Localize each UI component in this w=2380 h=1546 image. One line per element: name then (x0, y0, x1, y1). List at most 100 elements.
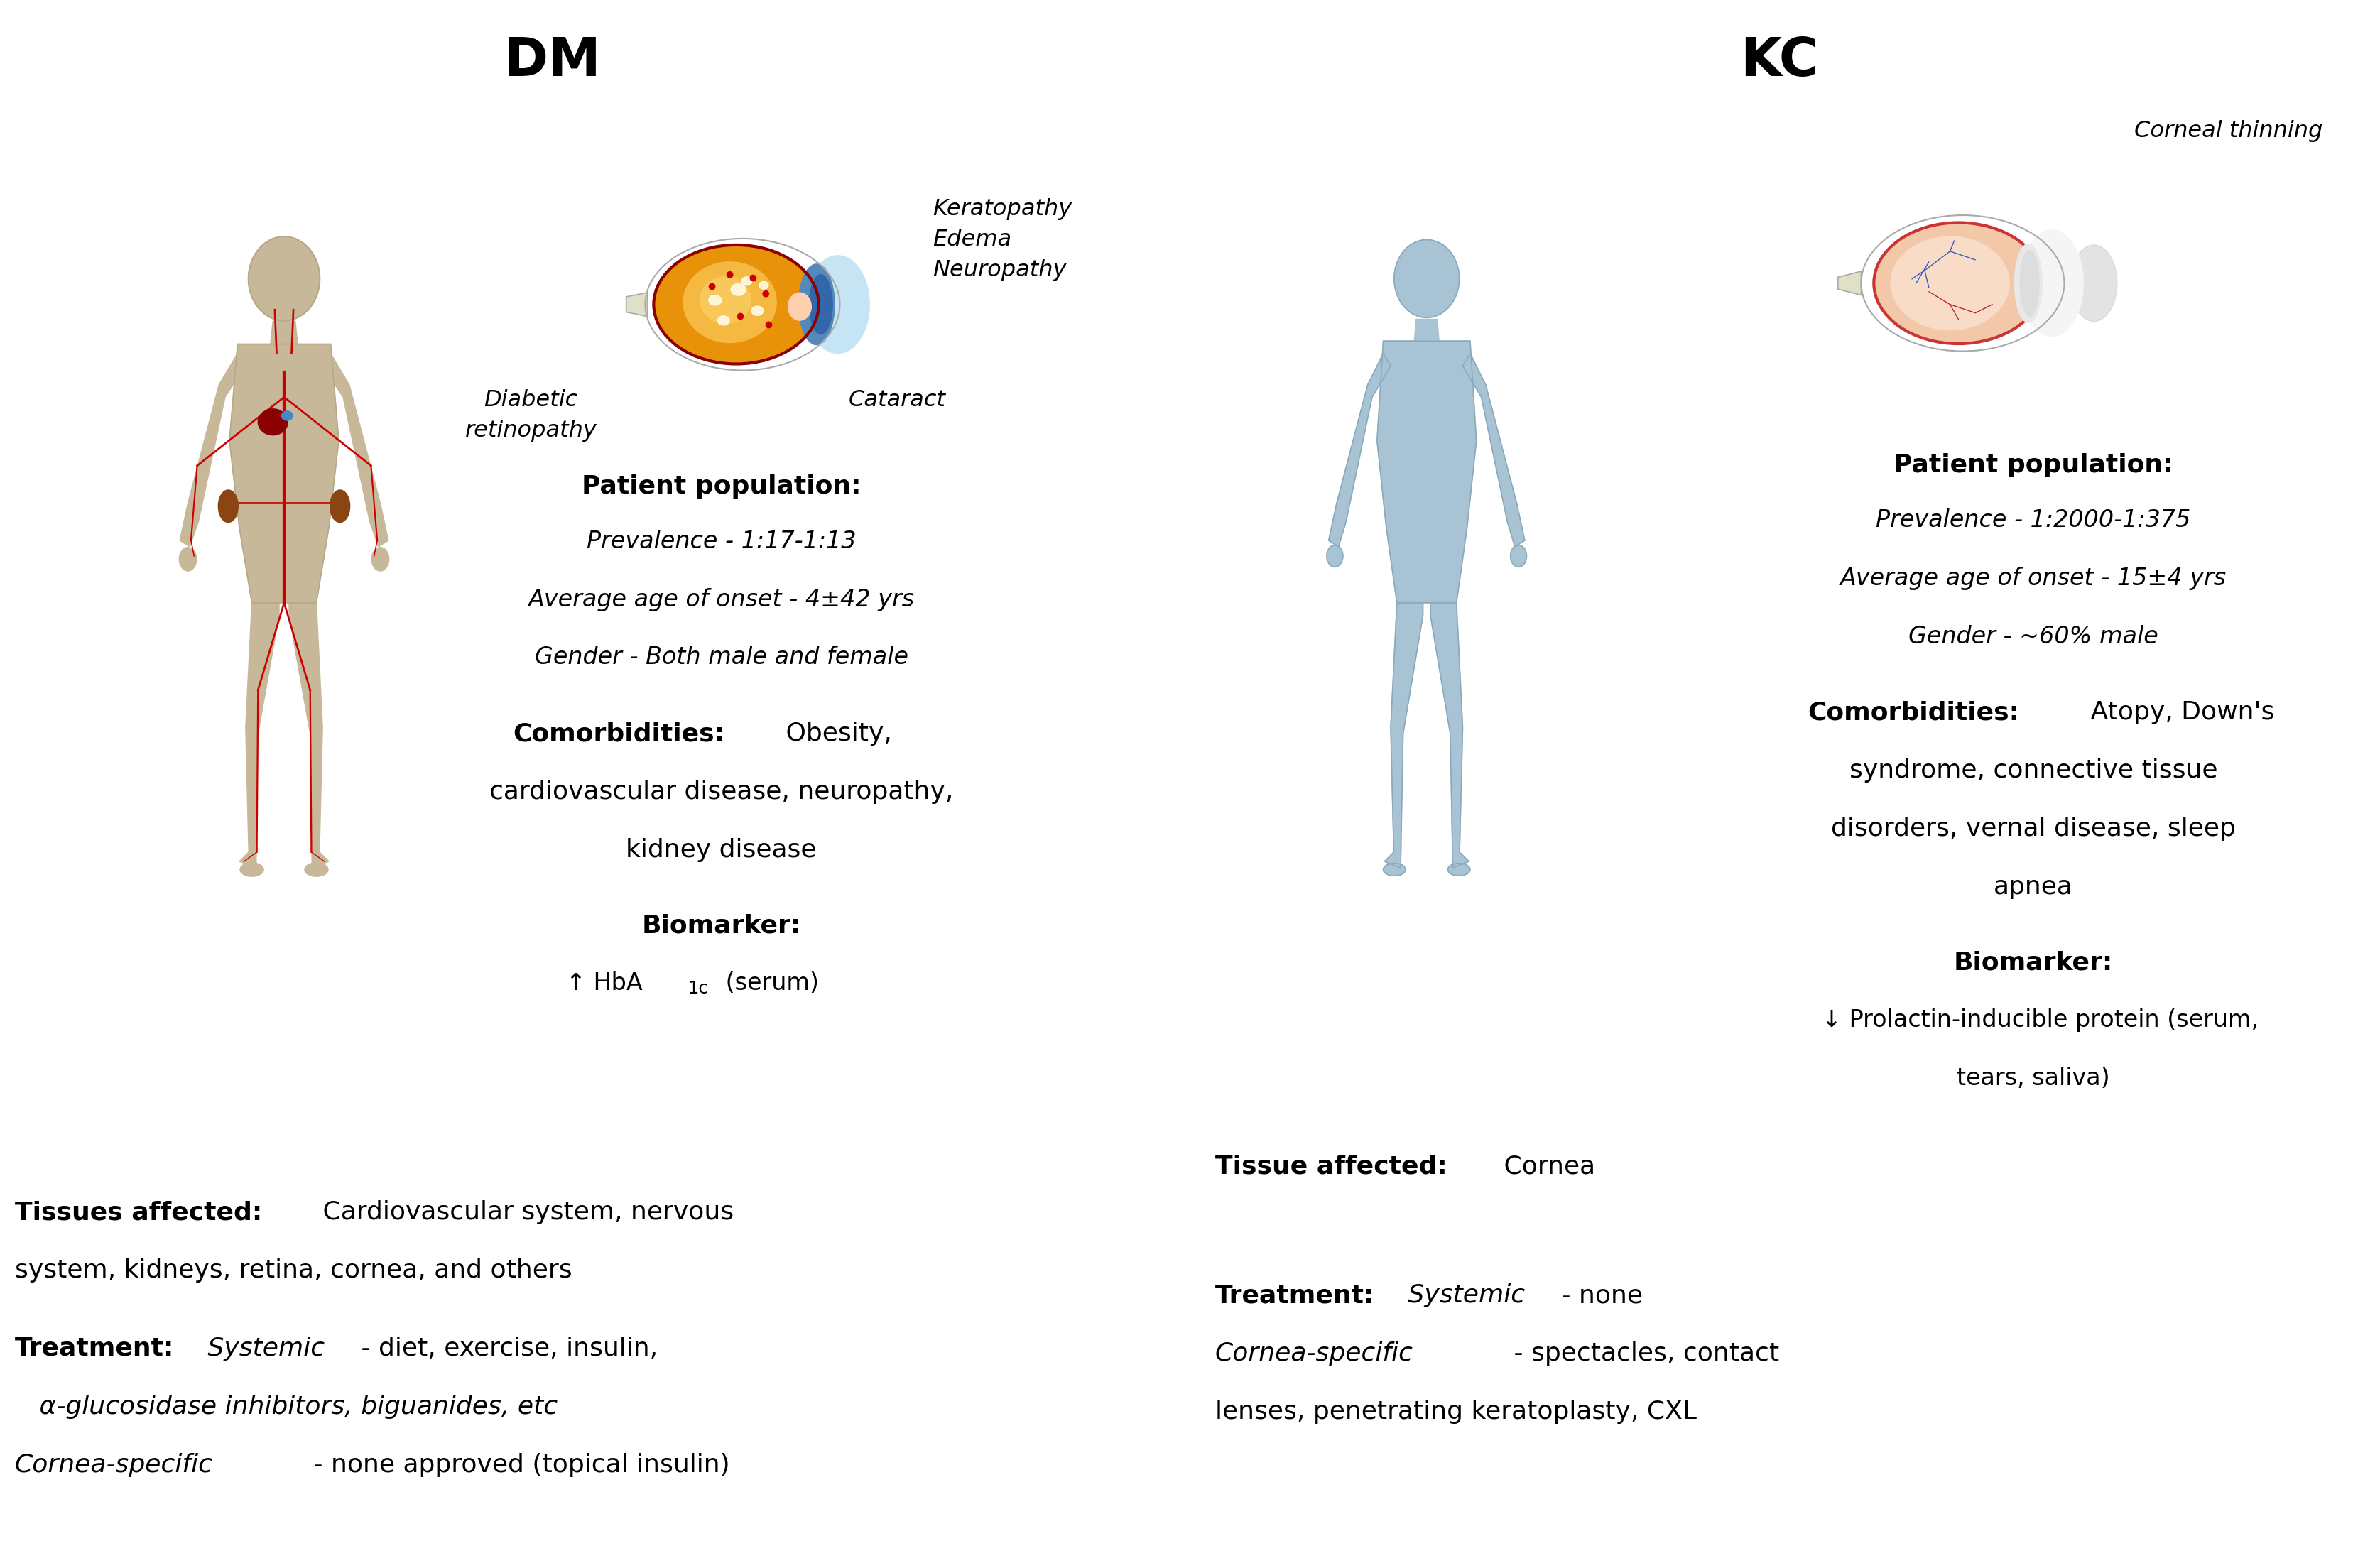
Text: Average age of onset - 15±4 yrs: Average age of onset - 15±4 yrs (1840, 566, 2225, 591)
Ellipse shape (371, 547, 388, 570)
Ellipse shape (1447, 863, 1471, 875)
Ellipse shape (178, 547, 198, 570)
Ellipse shape (709, 295, 721, 305)
Ellipse shape (800, 264, 835, 345)
Text: Tissue affected:: Tissue affected: (1216, 1155, 1447, 1178)
Ellipse shape (788, 292, 812, 320)
Text: (serum): (serum) (719, 972, 819, 996)
Text: Gender - ~60% male: Gender - ~60% male (1909, 625, 2159, 648)
Ellipse shape (731, 283, 745, 295)
Text: Treatment:: Treatment: (1216, 1283, 1376, 1308)
Ellipse shape (700, 277, 752, 323)
Polygon shape (324, 354, 388, 547)
Ellipse shape (248, 237, 319, 320)
Ellipse shape (743, 277, 752, 286)
Text: α-glucosidase inhibitors, biguanides, etc: α-glucosidase inhibitors, biguanides, et… (14, 1394, 557, 1419)
Polygon shape (626, 292, 647, 317)
Ellipse shape (1861, 215, 2063, 351)
Polygon shape (1378, 342, 1476, 603)
Ellipse shape (645, 238, 840, 371)
Circle shape (750, 275, 757, 281)
Text: ↑ HbA: ↑ HbA (566, 972, 643, 996)
Ellipse shape (759, 281, 769, 289)
Text: syndrome, connective tissue: syndrome, connective tissue (1849, 759, 2218, 782)
Polygon shape (1385, 603, 1423, 867)
Text: tears, saliva): tears, saliva) (1956, 1067, 2109, 1090)
Circle shape (738, 314, 743, 320)
Text: Prevalence - 1:2000-1:375: Prevalence - 1:2000-1:375 (1875, 509, 2190, 532)
Ellipse shape (257, 410, 288, 434)
Ellipse shape (240, 863, 264, 877)
Circle shape (764, 291, 769, 297)
Text: Cornea-specific: Cornea-specific (1216, 1342, 1414, 1365)
Ellipse shape (809, 275, 833, 334)
Ellipse shape (655, 244, 819, 363)
Circle shape (766, 322, 771, 328)
Ellipse shape (683, 261, 776, 343)
Text: Gender - Both male and female: Gender - Both male and female (536, 646, 909, 669)
Text: lenses, penetrating keratoplasty, CXL: lenses, penetrating keratoplasty, CXL (1216, 1399, 1697, 1424)
Ellipse shape (305, 863, 328, 877)
Text: kidney disease: kidney disease (626, 838, 816, 863)
Text: Obesity,: Obesity, (778, 722, 892, 745)
Ellipse shape (281, 411, 293, 421)
Polygon shape (1328, 354, 1390, 547)
Text: - none approved (topical insulin): - none approved (topical insulin) (305, 1453, 731, 1476)
Polygon shape (240, 603, 278, 867)
Ellipse shape (719, 315, 728, 325)
Polygon shape (1414, 318, 1440, 342)
Ellipse shape (1511, 546, 1526, 567)
Text: Atopy, Down's: Atopy, Down's (2082, 700, 2275, 725)
Polygon shape (1430, 603, 1468, 867)
Text: disorders, vernal disease, sleep: disorders, vernal disease, sleep (1830, 816, 2235, 841)
Ellipse shape (752, 306, 764, 315)
Text: 1c: 1c (688, 980, 707, 997)
Text: Patient population:: Patient population: (1894, 453, 2173, 478)
Text: Comorbidities:: Comorbidities: (514, 722, 726, 745)
Ellipse shape (2021, 250, 2040, 315)
Text: Tissues affected:: Tissues affected: (14, 1201, 262, 1224)
Circle shape (709, 283, 714, 289)
Circle shape (726, 272, 733, 278)
Text: Comorbidities:: Comorbidities: (1806, 700, 2018, 725)
Text: DM: DM (505, 36, 600, 87)
Ellipse shape (1395, 240, 1459, 317)
Text: ↓ Prolactin-inducible protein (serum,: ↓ Prolactin-inducible protein (serum, (1821, 1008, 2259, 1033)
Text: Biomarker:: Biomarker: (643, 914, 802, 938)
Ellipse shape (331, 490, 350, 523)
Polygon shape (1837, 271, 1861, 295)
Ellipse shape (2013, 244, 2042, 323)
Text: Cataract: Cataract (847, 390, 945, 411)
Ellipse shape (219, 490, 238, 523)
Ellipse shape (1873, 223, 2042, 343)
Polygon shape (1464, 354, 1526, 547)
Text: Systemic: Systemic (200, 1336, 324, 1360)
Ellipse shape (2021, 230, 2082, 337)
Text: Corneal thinning: Corneal thinning (2135, 121, 2323, 142)
Text: Systemic: Systemic (1399, 1283, 1526, 1308)
Text: Keratopathy
Edema
Neuropathy: Keratopathy Edema Neuropathy (933, 198, 1073, 281)
Polygon shape (271, 322, 298, 345)
Ellipse shape (807, 255, 869, 354)
Text: KC: KC (1740, 36, 1818, 87)
Text: Cardiovascular system, nervous: Cardiovascular system, nervous (314, 1201, 733, 1224)
Text: Biomarker:: Biomarker: (1954, 951, 2113, 974)
Text: - none: - none (1554, 1283, 1642, 1308)
Text: Treatment:: Treatment: (14, 1336, 174, 1360)
Text: - spectacles, contact: - spectacles, contact (1507, 1342, 1780, 1365)
Text: Patient population:: Patient population: (581, 475, 862, 498)
Text: Prevalence - 1:17-1:13: Prevalence - 1:17-1:13 (585, 530, 857, 553)
Ellipse shape (2071, 244, 2118, 322)
Text: Average age of onset - 4±42 yrs: Average age of onset - 4±42 yrs (528, 587, 914, 611)
Text: cardiovascular disease, neuropathy,: cardiovascular disease, neuropathy, (490, 779, 954, 804)
Text: Cornea: Cornea (1495, 1155, 1595, 1178)
Text: - diet, exercise, insulin,: - diet, exercise, insulin, (352, 1336, 657, 1360)
Ellipse shape (1326, 546, 1342, 567)
Text: Diabetic
retinopathy: Diabetic retinopathy (464, 390, 597, 442)
Polygon shape (228, 345, 338, 603)
Text: Cornea-specific: Cornea-specific (14, 1453, 212, 1476)
Text: apnea: apnea (1994, 875, 2073, 898)
Polygon shape (288, 603, 328, 867)
Text: system, kidneys, retina, cornea, and others: system, kidneys, retina, cornea, and oth… (14, 1258, 571, 1283)
Ellipse shape (1890, 237, 2009, 329)
